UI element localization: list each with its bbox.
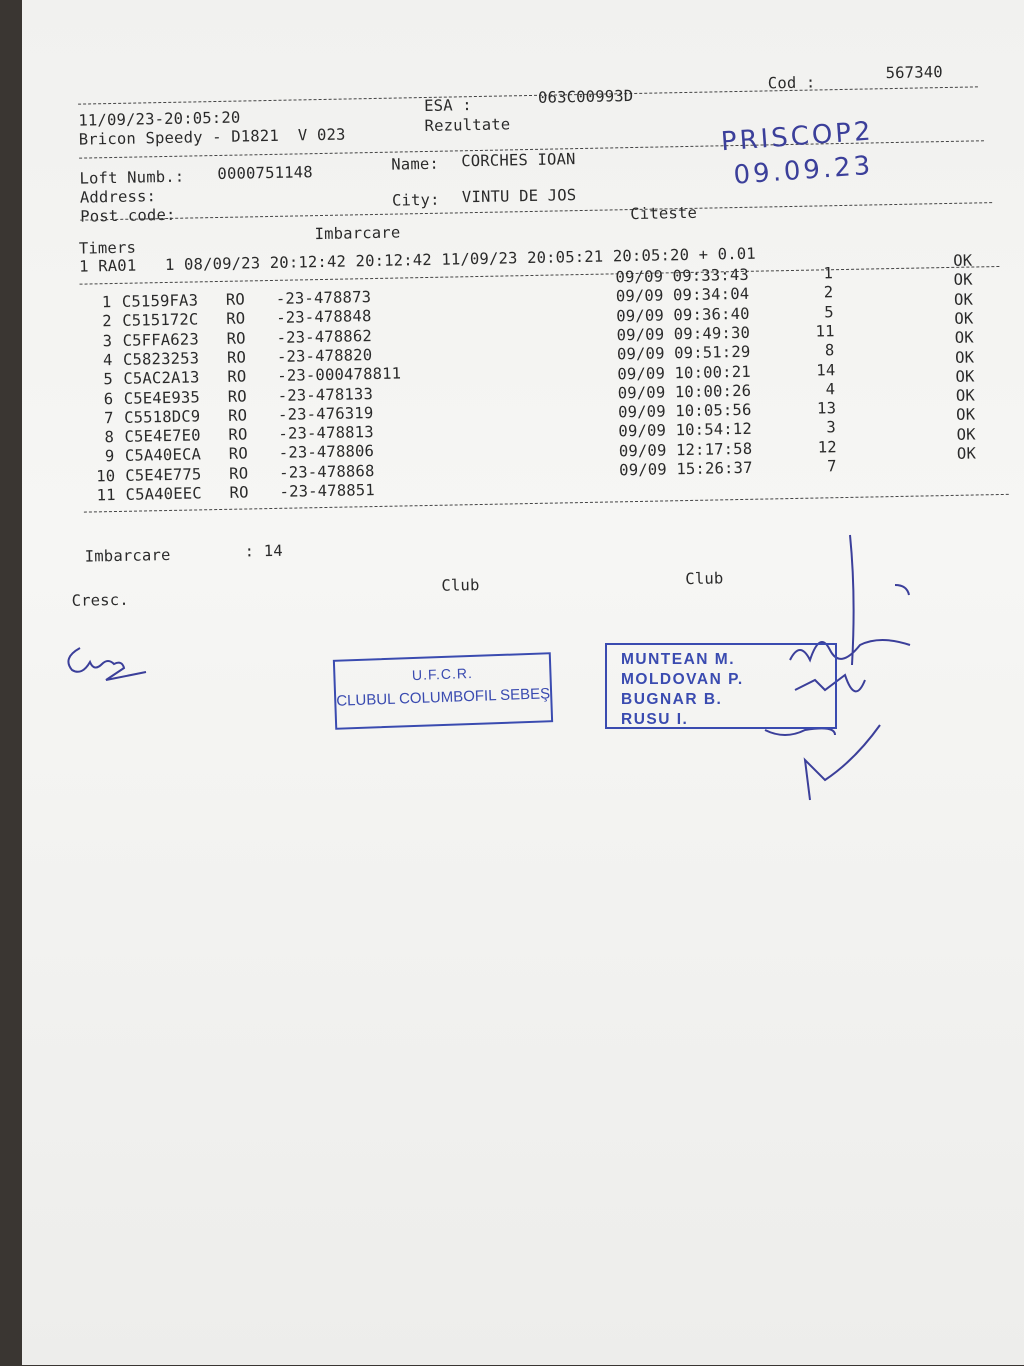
stamp-name: RUSU I.: [621, 711, 689, 728]
grower-signature: [67, 647, 147, 681]
stamp-line1: U.F.C.R.: [411, 664, 474, 684]
stamp-line2: CLUBUL COLUMBOFIL SEBEŞ: [336, 685, 551, 710]
club-signatures: [764, 534, 911, 801]
paper-sheet: [22, 0, 1024, 1365]
stamp-name: MUNTEAN M.: [621, 651, 736, 668]
stamp-name: MOLDOVAN P.: [621, 671, 744, 688]
commission-stamp: MUNTEAN M. MOLDOVAN P. BUGNAR B. RUSU I.: [605, 643, 837, 729]
club-stamp: U.F.C.R. CLUBUL COLUMBOFIL SEBEŞ: [332, 652, 554, 730]
stamp-name: BUGNAR B.: [621, 691, 723, 708]
